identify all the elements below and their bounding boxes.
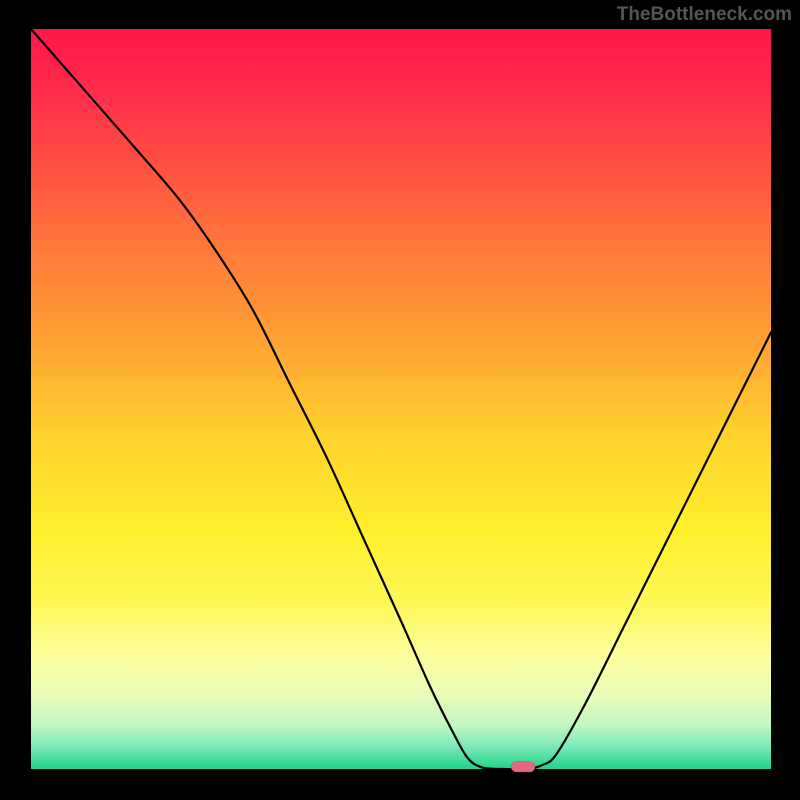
bottleneck-chart xyxy=(0,0,800,800)
optimum-marker xyxy=(511,762,535,772)
chart-container: TheBottleneck.com xyxy=(0,0,800,800)
watermark-text: TheBottleneck.com xyxy=(617,4,792,26)
plot-background xyxy=(31,29,771,769)
